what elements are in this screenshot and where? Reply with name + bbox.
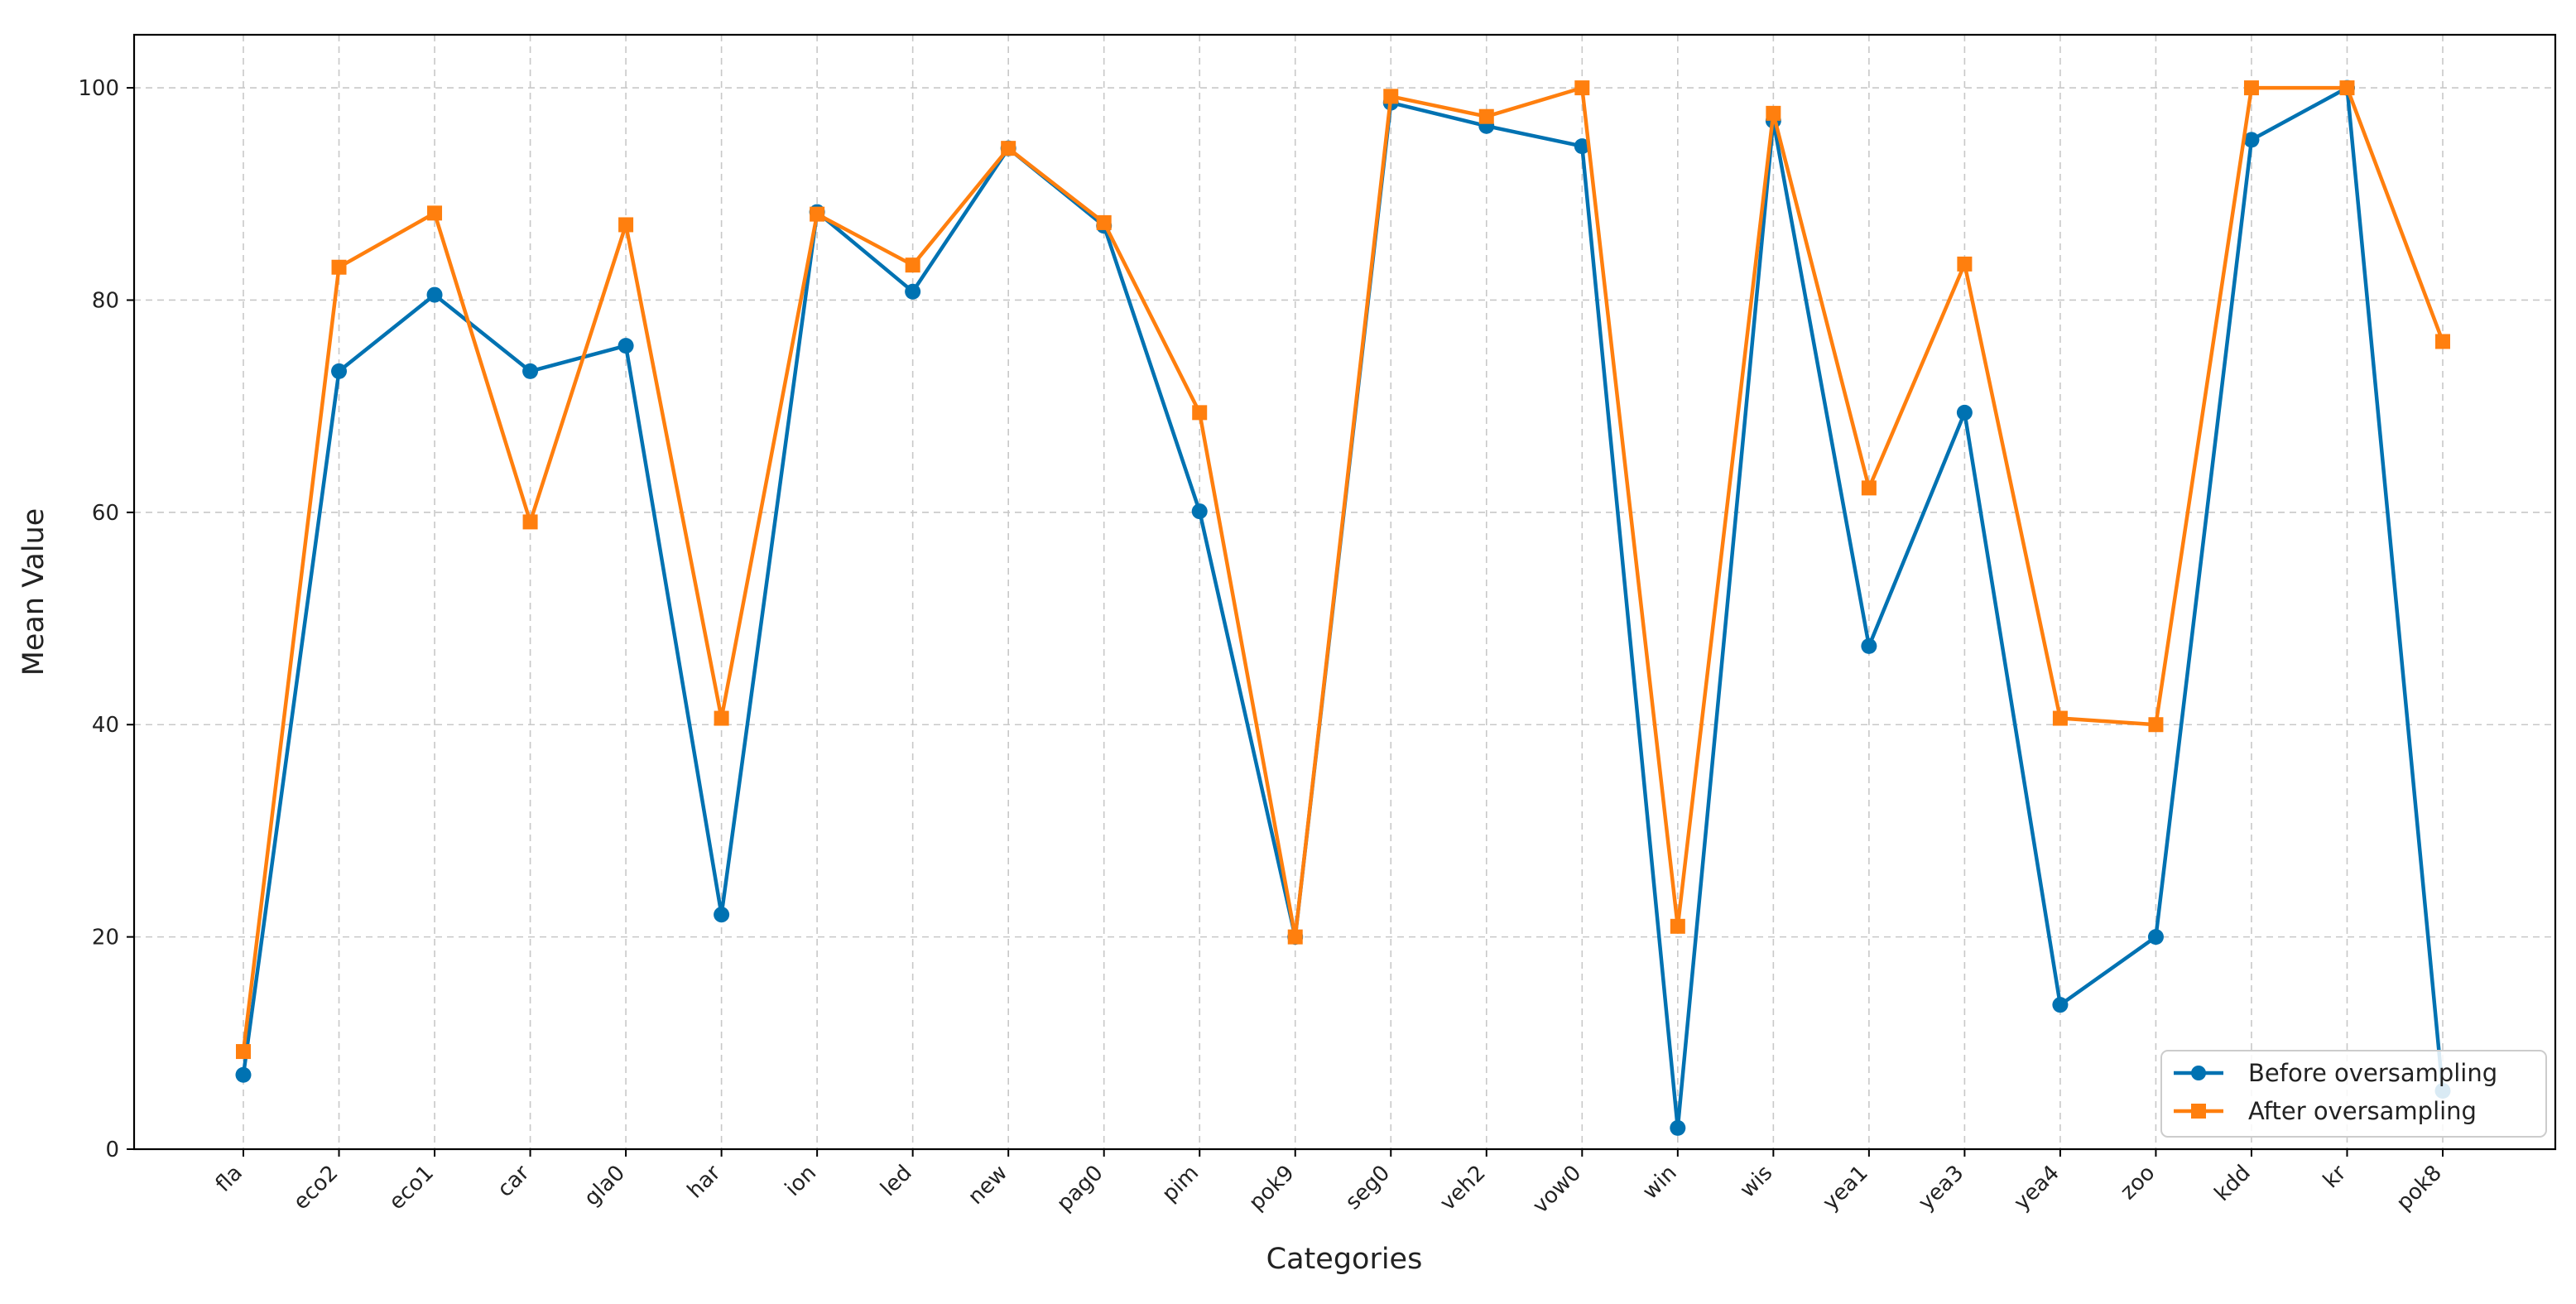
x-tick-label: win (1638, 1161, 1682, 1205)
x-tick-label: yea3 (1914, 1161, 1968, 1215)
series-line (241, 85, 2445, 1130)
x-tick-label: kr (2319, 1161, 2352, 1194)
data-point (522, 514, 538, 530)
y-tick-label: 80 (92, 288, 119, 313)
legend-box (2160, 1050, 2547, 1138)
data-point (2435, 334, 2450, 349)
data-point (1191, 503, 1208, 520)
data-point (235, 1066, 252, 1083)
data-point (1192, 405, 1208, 421)
data-point (714, 710, 729, 726)
data-point (2052, 997, 2069, 1013)
x-tick-label: har (683, 1161, 726, 1204)
y-tick-label: 20 (92, 926, 119, 950)
x-tick-label: vow0 (1528, 1161, 1586, 1219)
x-tick-label: eco2 (289, 1161, 344, 1215)
x-tick-label: pag0 (1052, 1161, 1108, 1217)
data-point (2243, 80, 2259, 96)
data-point (2147, 929, 2164, 946)
data-point (1670, 1119, 1686, 1136)
x-tick-label: seg0 (1341, 1161, 1395, 1215)
grid-layer (134, 35, 2555, 1150)
data-point (810, 206, 825, 222)
x-tick-label: led (876, 1161, 916, 1201)
x-tick-label: gla0 (579, 1161, 630, 1211)
data-point (426, 286, 443, 303)
x-axis-title: Categories (1266, 1243, 1423, 1276)
data-point (2148, 717, 2164, 733)
x-tick-label: pim (1157, 1161, 1204, 1207)
x-tick-label: new (964, 1161, 1012, 1210)
data-point (236, 1044, 251, 1060)
plot-frame (132, 33, 2557, 1151)
legend-label-before: Before oversampling (2248, 1059, 2497, 1087)
data-point (1383, 89, 1399, 104)
x-tick-label: kdd (2210, 1161, 2256, 1206)
data-point (1957, 256, 1973, 272)
legend: Before oversampling After oversampling (2160, 1050, 2547, 1138)
data-point (618, 338, 634, 354)
x-tick-label: ion (781, 1161, 821, 1201)
series-group (236, 80, 2450, 1060)
y-tick-label: 60 (92, 501, 119, 526)
y-tick-label: 0 (105, 1138, 119, 1162)
data-point (905, 283, 921, 300)
data-point (1574, 138, 1590, 155)
x-tick-label: pok9 (1244, 1161, 1299, 1215)
data-point (1861, 480, 1877, 496)
data-point (1287, 929, 1303, 945)
data-point (1574, 80, 1590, 96)
data-point (1766, 105, 1781, 121)
data-point (1096, 214, 1112, 230)
data-point (1478, 108, 1494, 124)
tick-layer: 0 20 40 60 80 100 fla eco2 eco1 car gla0 har ion led n… (78, 76, 2447, 1219)
data-point (2243, 132, 2260, 148)
x-tick-label: fla (211, 1161, 248, 1197)
data-point (1001, 141, 1016, 156)
data-point (1956, 404, 1973, 421)
data-point (331, 363, 348, 379)
x-tick-label: veh2 (1435, 1161, 1491, 1216)
series-layer (235, 79, 2451, 1136)
x-tick-label: zoo (2116, 1161, 2160, 1205)
x-tick-label: eco1 (384, 1161, 439, 1215)
data-point (905, 257, 920, 273)
legend-swatch-after-marker (2191, 1104, 2206, 1119)
data-point (714, 907, 730, 923)
data-point (2339, 80, 2355, 96)
y-axis-title: Mean Value (17, 508, 50, 676)
y-tick-label: 100 (78, 76, 119, 101)
data-point (618, 217, 634, 233)
data-point (1861, 638, 1877, 654)
x-tick-label: yea4 (2009, 1161, 2064, 1215)
legend-swatch-before-marker (2191, 1066, 2206, 1080)
x-tick-label: yea1 (1818, 1161, 1872, 1215)
data-point (427, 205, 443, 221)
legend-label-after: After oversampling (2248, 1097, 2477, 1125)
y-tick-label: 40 (92, 713, 119, 738)
series-group (235, 79, 2451, 1136)
data-point (331, 259, 347, 275)
x-tick-label: wis (1735, 1161, 1777, 1203)
data-point (522, 363, 539, 379)
x-tick-label: pok8 (2391, 1161, 2446, 1215)
data-point (2052, 710, 2068, 726)
series-line (241, 85, 2445, 1052)
data-point (1670, 918, 1685, 934)
x-tick-label: car (493, 1161, 534, 1202)
